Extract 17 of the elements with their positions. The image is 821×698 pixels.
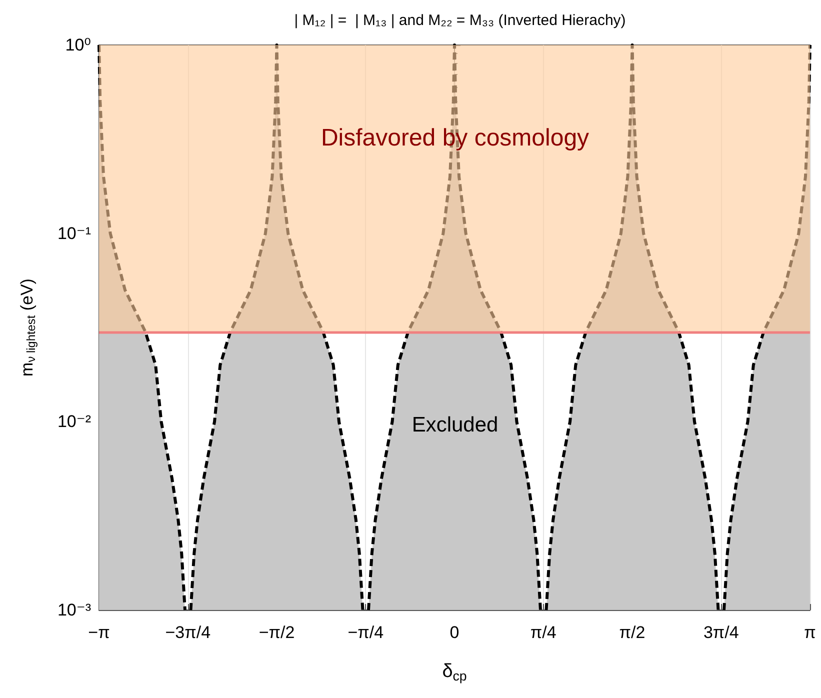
x-tick-label: π xyxy=(804,623,816,642)
y-axis-title: mν lightest (eV) xyxy=(17,278,38,376)
chart-title: | M₁₂ | = | M₁₃ | and M₂₂ = M₃₃ (Inverted Hierachy) xyxy=(294,12,626,29)
annotation: Disfavored by cosmology xyxy=(320,124,590,152)
y-tick-label: 10⁻¹ xyxy=(57,224,92,243)
y-tick-label: 10⁻³ xyxy=(57,600,92,620)
x-tick-label: −π xyxy=(88,623,110,642)
x-tick-label: 0 xyxy=(450,623,460,642)
y-tick-label: 10⁻² xyxy=(57,412,92,432)
annotation: Excluded xyxy=(412,414,498,436)
x-tick-label: −3π/4 xyxy=(165,623,211,642)
y-tick-label: 10⁰ xyxy=(65,36,92,54)
x-tick-label: π/4 xyxy=(530,623,556,642)
x-tick-label: −π/4 xyxy=(348,623,384,642)
x-tick-label: −π/2 xyxy=(258,623,295,642)
x-tick-label: π/2 xyxy=(619,623,646,642)
x-tick-label: 3π/4 xyxy=(703,623,739,642)
